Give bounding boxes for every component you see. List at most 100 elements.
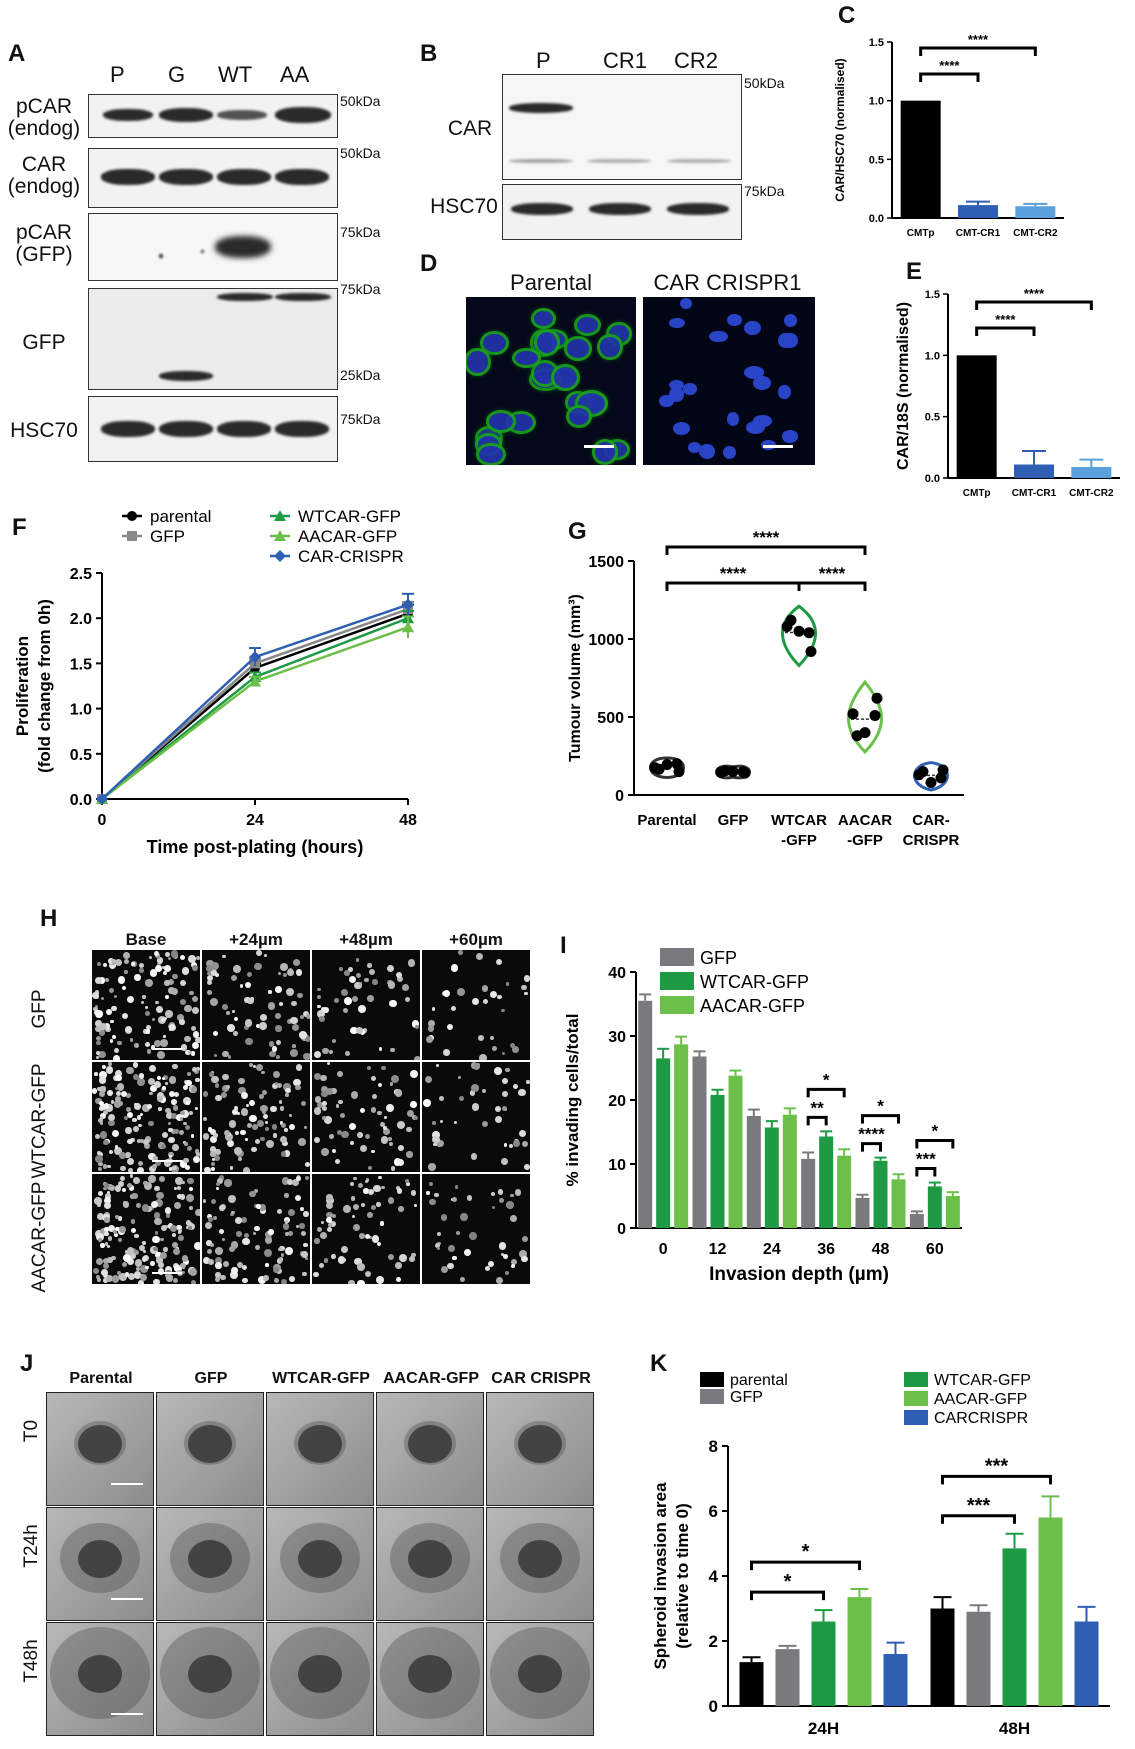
y-tick-label: 0.5 [925, 412, 940, 424]
panel-f-label: F [12, 514, 27, 541]
x-tick-label: 0 [98, 812, 107, 829]
significance-label: *** [985, 1455, 1009, 1477]
column-header: +24µm [229, 930, 283, 949]
spheroid-image [376, 1622, 484, 1736]
nucleus [659, 395, 674, 407]
x-tick-label: 60 [926, 1241, 944, 1258]
blot-strip [88, 213, 338, 281]
legend-swatch [904, 1410, 928, 1425]
blot-row-label: HSC70 [10, 419, 78, 442]
y-tick-label: 6 [709, 1502, 718, 1521]
legend-label: parental [730, 1372, 788, 1389]
y-tick-label: 2 [709, 1632, 718, 1651]
y-axis-label: Spheroid invasion area (relative to time … [651, 1482, 692, 1670]
spheroid-image [376, 1392, 484, 1506]
y-tick-label: 0.0 [869, 213, 884, 225]
bar [891, 1179, 906, 1228]
y-axis-label: CAR/HSC70 (normalised) [833, 58, 847, 201]
significance-label: * [784, 1571, 792, 1593]
column-header: GFP [194, 1370, 228, 1387]
spheroid-image [376, 1507, 484, 1621]
data-point [935, 772, 947, 784]
y-tick-label: 1.5 [70, 656, 92, 673]
y-tick-label: 0.5 [869, 154, 884, 166]
significance-label: **** [968, 32, 989, 47]
panel-f-chart: 0.0 0.5 1.0 1.5 2.0 2.5 0 24 48 Time post-plating… [13, 507, 417, 857]
significance-label: * [877, 1097, 884, 1116]
significance-label: * [932, 1122, 939, 1141]
x-tick-label: Parental [637, 812, 696, 829]
x-tick-label: CAR-CRISPR [903, 812, 960, 849]
lane-label: CR2 [674, 48, 719, 73]
kda-marker: 25kDa [340, 367, 381, 383]
x-tick-label: AACAR -GFP [838, 812, 892, 849]
significance-label-bracket [861, 1142, 882, 1152]
blot-row-label: CAR [447, 117, 493, 140]
significance-label-bracket [750, 1560, 861, 1571]
legend-label: CAR-CRISPR [298, 547, 404, 566]
nucleus [687, 441, 702, 454]
legend-label: WTCAR-GFP [934, 1372, 1031, 1389]
spheroid-image [156, 1392, 264, 1506]
spheroid-image [46, 1622, 154, 1736]
panel-g-label: G [568, 518, 587, 545]
significance-label-bracket [665, 545, 867, 555]
bar [966, 1611, 991, 1706]
y-tick-label: 2.5 [70, 566, 92, 583]
legend-label: GFP [700, 948, 737, 968]
panel-e-label: E [906, 258, 923, 285]
invasion-image [202, 950, 310, 1060]
significance-label-bracket [806, 1087, 846, 1098]
significance-label-bracket [806, 1115, 828, 1126]
bar [855, 1197, 870, 1228]
panel-g-chart: 0 500 1000 1500 Tumour volume (mm³) Parental G… [567, 528, 964, 849]
blot-row-label: CAR (endog) [7, 153, 81, 198]
panel-c-chart: 0.0 0.5 1.0 1.5 CMTp CMT-CR1 CMT-CR2 **** **** CA… [833, 32, 1064, 239]
nucleus [722, 445, 737, 460]
data-point [869, 709, 881, 721]
significance-label-bracket [915, 1139, 955, 1149]
panel-a-label: A [8, 40, 26, 67]
x-tick-label: 48 [399, 812, 417, 829]
legend-label: AACAR-GFP [298, 527, 397, 546]
nucleus [669, 379, 685, 390]
significance-label-bracket [941, 1474, 1052, 1485]
legend-swatch [700, 1372, 724, 1387]
bar [811, 1621, 836, 1706]
legend-label: parental [150, 507, 211, 526]
series-line [101, 607, 409, 800]
significance-label: *** [967, 1495, 991, 1517]
panel-d-label: D [420, 250, 438, 277]
blot-strip [88, 396, 338, 462]
nucleus [743, 366, 764, 379]
nucleus [726, 313, 742, 326]
bar [764, 1127, 779, 1228]
x-tick-label: 24 [246, 812, 264, 829]
blot-strip [88, 94, 338, 138]
invasion-image [422, 1174, 530, 1284]
data-point [737, 766, 749, 778]
blot-row-label: GFP [22, 331, 66, 354]
x-tick-label: CMT-CR2 [1013, 228, 1058, 239]
significance-label-bracket [919, 46, 1037, 56]
y-tick-label: 1000 [588, 632, 624, 649]
bar [801, 1158, 816, 1228]
nucleus [753, 376, 772, 391]
blot-strip [88, 148, 338, 208]
significance-label: **** [995, 312, 1016, 327]
row-label: T48h [21, 1639, 42, 1683]
lane-label: G [168, 62, 186, 87]
x-tick-label: CMT-CR1 [956, 228, 1001, 239]
nucleus [483, 333, 507, 353]
spheroid-image [486, 1507, 594, 1621]
legend-label: GFP [150, 527, 185, 546]
data-point [653, 763, 665, 775]
blot-strip [502, 74, 742, 180]
significance-label: *** [916, 1150, 936, 1169]
legend-swatch [904, 1391, 928, 1406]
nucleus [784, 313, 798, 327]
panel-k-chart: 0 2 4 6 8 Spheroid invasion area (relative to … [651, 1372, 1110, 1738]
kda-marker: 50kDa [744, 75, 785, 91]
row-label: T0 [21, 1419, 42, 1443]
column-header: +48µm [339, 930, 393, 949]
